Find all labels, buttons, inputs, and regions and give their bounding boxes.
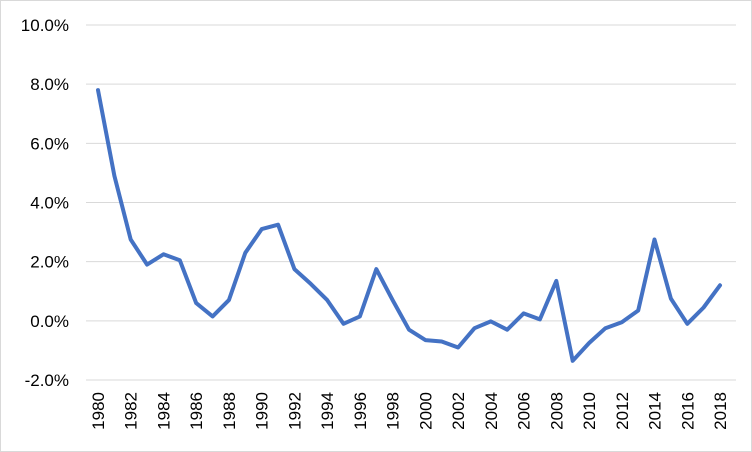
x-tick-label: 1984 bbox=[154, 392, 173, 430]
x-tick-label: 1994 bbox=[318, 392, 337, 430]
y-tick-label: 0.0% bbox=[30, 312, 69, 331]
x-tick-label: 2002 bbox=[449, 392, 468, 430]
x-tick-label: 2012 bbox=[613, 392, 632, 430]
y-axis-tick-labels: 10.0% 8.0% 6.0% 4.0% 2.0% 0.0% -2.0% bbox=[21, 16, 69, 390]
x-tick-label: 1990 bbox=[253, 392, 272, 430]
x-tick-label: 1988 bbox=[220, 392, 239, 430]
x-tick-label: 2014 bbox=[646, 392, 665, 430]
x-tick-label: 2000 bbox=[416, 392, 435, 430]
x-tick-label: 2016 bbox=[678, 392, 697, 430]
y-tick-label: 8.0% bbox=[30, 75, 69, 94]
y-tick-label: 2.0% bbox=[30, 253, 69, 272]
x-tick-label: 2010 bbox=[580, 392, 599, 430]
series-line bbox=[96, 88, 722, 363]
x-tick-label: 1998 bbox=[384, 392, 403, 430]
x-tick-label: 1982 bbox=[122, 392, 141, 430]
x-tick-label: 2008 bbox=[547, 392, 566, 430]
x-tick-label: 2006 bbox=[515, 392, 534, 430]
y-tick-label: 4.0% bbox=[30, 194, 69, 213]
y-tick-label: -2.0% bbox=[25, 371, 69, 390]
x-axis-tick-labels: 1980 1982 1984 1986 1988 1990 1992 1994 1996 1998… bbox=[89, 392, 730, 430]
x-tick-label: 2018 bbox=[711, 392, 730, 430]
gridlines bbox=[86, 24, 736, 381]
x-tick-label: 1980 bbox=[89, 392, 108, 430]
x-tick-label: 1986 bbox=[187, 392, 206, 430]
x-tick-label: 1996 bbox=[351, 392, 370, 430]
x-tick-label: 1992 bbox=[285, 392, 304, 430]
series-layer bbox=[96, 88, 722, 363]
y-tick-label: 10.0% bbox=[21, 16, 69, 35]
x-tick-label: 2004 bbox=[482, 392, 501, 430]
y-tick-label: 6.0% bbox=[30, 134, 69, 153]
